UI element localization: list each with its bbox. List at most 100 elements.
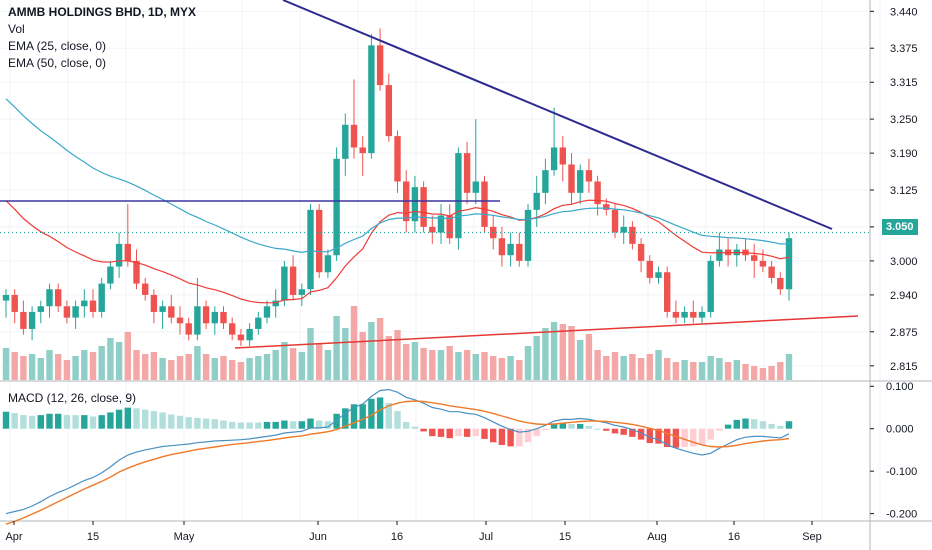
candle-body [150,294,158,312]
macd-histogram-bar [611,428,619,434]
macd-histogram-bar [759,421,767,429]
macd-histogram-bar [324,421,332,429]
ema50-line [5,98,790,254]
signal-line [5,400,790,525]
candle-body [385,85,392,137]
macd-histogram-bar [133,408,140,429]
macd-histogram-bar [716,428,723,431]
time-tick-label: Aug [647,531,667,543]
volume-bar [455,352,462,380]
candle-body [307,209,314,290]
macd-histogram-bar [81,415,88,429]
candle-body [768,266,775,278]
volume-bar [107,338,114,380]
volume-bar [46,350,53,380]
price-tick-label: 2.815 [890,361,918,373]
macd-histogram-bar [246,422,253,429]
volume-bar [359,332,366,380]
volume-bar [585,334,593,380]
candle-body [620,226,627,233]
macd-histogram-bar [403,421,410,429]
volume-bar [168,360,175,380]
macd-histogram-bar [194,417,201,429]
volume-bar [281,342,288,380]
macd-histogram-bar [176,415,184,429]
price-tick-label: 3.250 [890,114,918,126]
candle-body [142,283,149,295]
volume-bar [368,322,375,380]
price-tick-label: 3.440 [890,6,918,18]
time-tick-label: Jul [479,531,493,543]
volume-bar [194,346,201,380]
macd-histogram-bar [707,428,714,440]
candle-body [115,243,123,267]
volume-bar [394,330,401,380]
volume-bar [229,360,236,380]
candle-body [281,266,288,301]
volume-bar [159,358,166,380]
volume-bar [176,356,184,380]
candle-body [516,243,523,261]
volume-bar [124,332,131,380]
time-tick-label: 15 [559,531,571,543]
volume-bar [202,354,210,380]
volume-bar [324,350,332,380]
candle-body [490,226,497,239]
macd-histogram-bar [481,428,488,439]
candle-body [577,170,584,193]
volume-bar [342,328,349,380]
price-tick-label: 3.125 [890,185,918,197]
candle-body [376,45,384,86]
last-price-tag: 3.050 [882,219,918,235]
time-tick-label: May [174,531,195,543]
macd-histogram-bar [350,404,358,429]
macd-histogram-bar [211,419,218,429]
ema25-line [5,199,790,304]
volume-bar [611,352,619,380]
macd-tick-label: 0.100 [886,381,914,393]
candle-body [498,238,506,256]
candle-body [107,266,114,284]
macd-histogram-bar [37,415,44,429]
time-tick-label: Sep [802,531,822,543]
macd-histogram-bar [524,428,532,443]
macd-histogram-bar [777,425,784,429]
macd-histogram-bar [150,411,158,429]
macd-histogram-bar [142,409,149,429]
macd-histogram-bar [411,426,419,429]
volume-bar [81,350,88,380]
volume-bar [524,346,532,380]
time-tick-label: Jun [309,531,327,543]
candle-body [211,311,218,324]
macd-histogram-bar [550,423,558,429]
macd-histogram-bar [698,428,706,446]
candle-body [89,300,97,312]
candle-body [176,317,184,324]
macd-histogram-bar [463,428,471,437]
candle-body [316,209,323,273]
volume-bar [411,342,419,380]
time-tick-label: 16 [728,531,740,543]
macd-histogram-bar [681,428,688,448]
volume-bar [150,352,158,380]
macd-histogram-bar [98,415,105,429]
volume-bar [724,362,732,380]
macd-histogram-bar [420,428,427,432]
volume-bar [490,356,497,380]
candle-body [2,294,10,301]
volume-bar [133,350,140,380]
candle-body [46,289,53,307]
volume-bar [385,336,392,380]
macd-histogram-bar [342,408,349,429]
macd-histogram-bar [559,422,566,429]
candle-body [611,209,619,233]
candle-body [716,249,723,261]
candle-body [446,215,453,239]
volume-bar [481,352,488,380]
drawn-trendlines[interactable] [0,0,859,349]
macd-histogram-bar [490,428,497,443]
candle-body [333,158,340,256]
macd-histogram-bar [568,423,575,429]
volume-bar [664,358,671,380]
